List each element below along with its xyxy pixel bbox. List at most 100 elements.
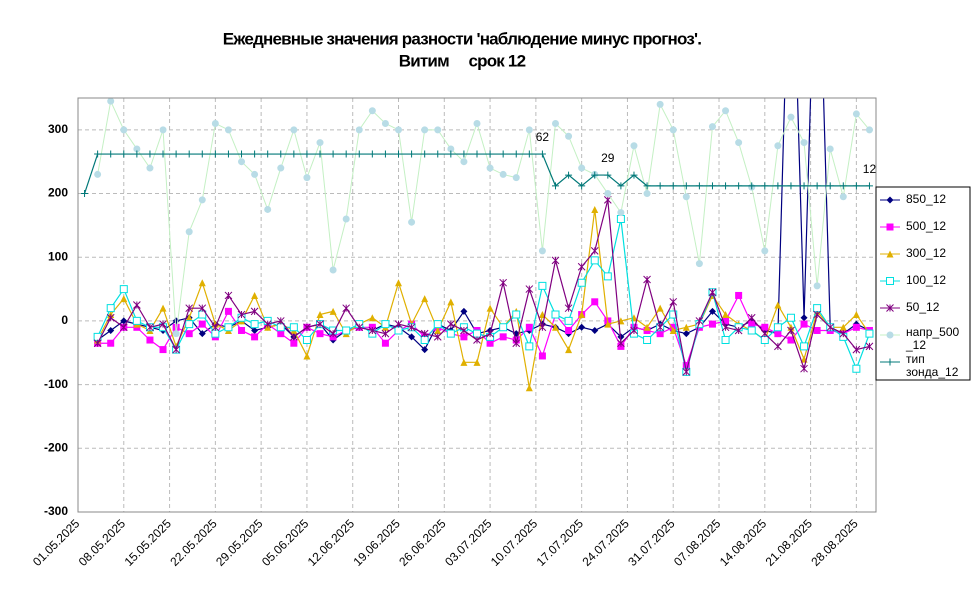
marker: [656, 100, 664, 108]
marker: [551, 119, 559, 127]
marker: [251, 333, 259, 341]
marker: [722, 107, 730, 115]
marker: [486, 304, 494, 312]
marker: [211, 150, 219, 158]
marker: [656, 323, 665, 332]
marker: [250, 307, 259, 316]
marker: [721, 323, 730, 332]
marker: [133, 150, 141, 158]
marker: [682, 193, 690, 201]
marker: [787, 113, 795, 121]
marker: [578, 323, 586, 331]
marker: [132, 316, 141, 325]
chart-title: Ежедневные значения разности 'наблюдение…: [223, 29, 701, 48]
marker: [420, 336, 429, 345]
marker: [748, 182, 756, 190]
marker: [146, 164, 154, 172]
marker: [303, 150, 311, 158]
marker: [434, 126, 442, 134]
marker: [198, 310, 207, 319]
marker: [263, 320, 272, 328]
x-tick-label: 12.06.2025: [305, 516, 358, 569]
marker: [525, 384, 533, 392]
marker: [643, 190, 651, 198]
marker: [368, 314, 376, 322]
marker: [865, 329, 874, 338]
marker: [886, 331, 894, 339]
marker: [120, 295, 128, 303]
x-tick-label: 01.05.2025: [30, 516, 83, 569]
x-tick-label: 05.06.2025: [259, 516, 312, 569]
marker: [329, 307, 337, 315]
marker: [787, 182, 795, 190]
marker: [760, 336, 769, 345]
marker: [800, 342, 809, 351]
marker: [172, 330, 180, 338]
marker: [577, 278, 586, 287]
marker: [264, 205, 272, 213]
marker: [94, 170, 102, 178]
marker: [852, 110, 860, 118]
marker: [120, 126, 128, 134]
marker: [643, 323, 651, 331]
marker: [329, 266, 337, 274]
marker: [669, 126, 677, 134]
marker: [277, 164, 285, 172]
marker: [342, 150, 350, 158]
marker: [708, 182, 716, 190]
marker: [813, 326, 821, 334]
marker: [211, 323, 220, 332]
marker: [886, 277, 894, 285]
marker: [381, 119, 389, 127]
marker: [617, 182, 625, 190]
marker: [198, 320, 206, 328]
marker: [185, 320, 194, 329]
marker: [433, 320, 442, 329]
marker: [460, 158, 468, 166]
marker: [852, 311, 860, 319]
marker: [381, 339, 389, 347]
marker: [774, 330, 782, 338]
marker: [591, 171, 599, 179]
x-tick-label: 19.06.2025: [351, 516, 404, 569]
marker: [460, 326, 468, 335]
marker: [460, 333, 468, 341]
marker: [290, 339, 298, 347]
marker: [316, 139, 324, 147]
marker: [499, 170, 507, 178]
marker: [761, 182, 769, 190]
marker: [289, 332, 298, 341]
marker: [886, 304, 894, 312]
chart-subtitle: Витим срок 12: [399, 51, 526, 70]
marker: [211, 329, 220, 338]
marker: [591, 205, 599, 213]
marker: [735, 291, 743, 299]
marker: [198, 304, 207, 313]
marker: [669, 326, 677, 334]
y-tick-label: 100: [48, 249, 68, 263]
y-tick-label: 0: [61, 313, 68, 327]
marker: [355, 150, 363, 158]
marker: [886, 196, 894, 204]
marker: [237, 310, 246, 319]
marker: [185, 228, 193, 236]
marker: [224, 150, 232, 158]
marker: [499, 278, 508, 287]
marker: [81, 190, 89, 198]
marker: [617, 209, 625, 217]
marker: [839, 329, 848, 338]
marker: [316, 150, 324, 158]
annotation: 12: [863, 162, 877, 176]
marker: [185, 314, 193, 322]
marker: [525, 323, 533, 331]
legend-label: 300_12: [906, 246, 946, 260]
marker: [473, 336, 481, 344]
marker: [316, 311, 324, 319]
marker: [146, 336, 154, 344]
y-tick-label: 200: [48, 186, 68, 200]
marker: [238, 326, 246, 334]
marker: [133, 145, 141, 153]
marker: [578, 182, 586, 190]
marker: [774, 342, 782, 351]
marker: [407, 323, 416, 332]
